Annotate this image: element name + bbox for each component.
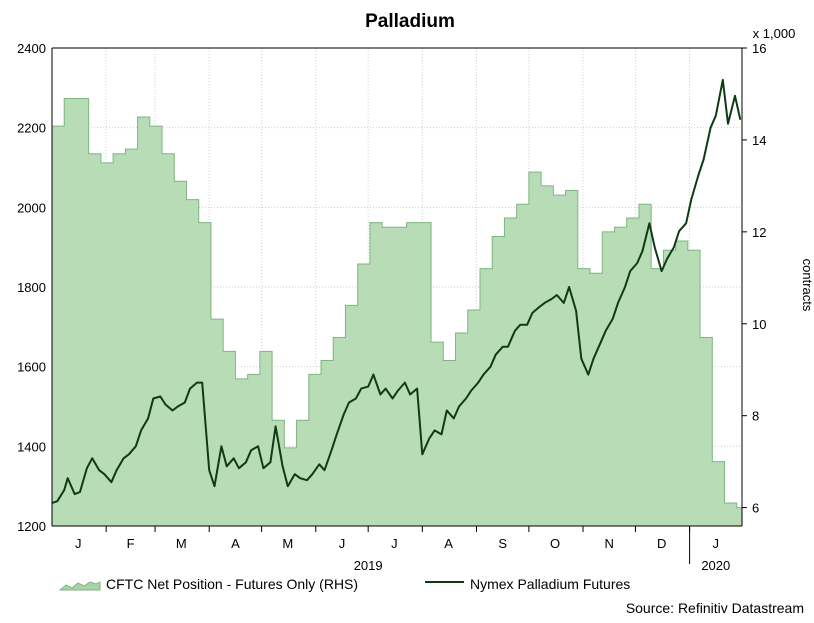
legend: CFTC Net Position - Futures Only (RHS) N… xyxy=(58,576,630,592)
legend-label-cftc: CFTC Net Position - Futures Only (RHS) xyxy=(106,576,358,592)
chart-title: Palladium xyxy=(365,11,455,32)
month-label: J xyxy=(339,536,346,551)
left-tick-label: 1400 xyxy=(17,439,46,454)
left-tick-label: 1200 xyxy=(17,519,46,534)
month-label: S xyxy=(498,536,507,551)
month-label: F xyxy=(127,536,135,551)
left-tick-label: 1800 xyxy=(17,280,46,295)
palladium-price-line xyxy=(51,78,742,504)
left-tick-label: 2000 xyxy=(17,200,46,215)
month-label: A xyxy=(444,536,453,551)
month-label: J xyxy=(75,536,82,551)
month-label: O xyxy=(550,536,560,551)
source-note: Source: Refinitiv Datastream xyxy=(626,600,804,616)
right-tick-label: 8 xyxy=(752,409,759,424)
legend-swatch-area xyxy=(58,581,101,591)
month-label: N xyxy=(605,536,614,551)
cftc-area-shape xyxy=(51,98,743,527)
nymex-palladium-line xyxy=(51,78,742,504)
month-label: D xyxy=(657,536,666,551)
axes: 1200 1400 1600 1800 2000 2200 2400 6 8 10 12 14 16 J F… xyxy=(17,41,766,573)
right-tick-label: 10 xyxy=(752,317,766,332)
left-tick-label: 2200 xyxy=(17,121,46,136)
right-axis-multiplier: x 1,000 xyxy=(753,26,796,41)
right-tick-label: 6 xyxy=(752,501,759,516)
month-label: A xyxy=(231,536,240,551)
year-label: 2020 xyxy=(701,558,730,573)
right-axis-label: contracts xyxy=(800,259,814,312)
left-tick-label: 1600 xyxy=(17,360,46,375)
cftc-net-position-area xyxy=(51,98,743,527)
month-label: M xyxy=(176,536,187,551)
year-label: 2019 xyxy=(354,558,383,573)
month-label: J xyxy=(391,536,398,551)
right-tick-label: 14 xyxy=(752,133,766,148)
legend-label-nymex: Nymex Palladium Futures xyxy=(470,576,630,592)
right-tick-label: 16 xyxy=(752,41,766,56)
left-tick-label: 2400 xyxy=(17,41,46,56)
month-label: J xyxy=(713,536,720,551)
month-label: M xyxy=(282,536,293,551)
right-tick-label: 12 xyxy=(752,225,766,240)
